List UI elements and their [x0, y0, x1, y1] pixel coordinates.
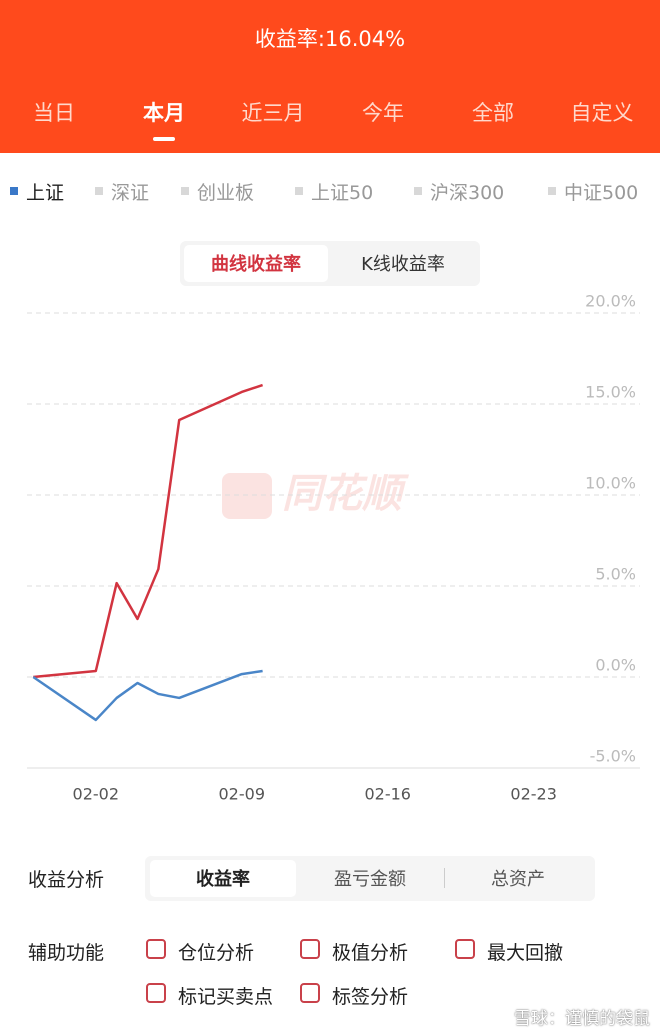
toggle-option[interactable]: 曲线收益率	[211, 254, 301, 275]
y-tick-label: 5.0%	[595, 565, 636, 584]
index-option[interactable]: 创业板	[197, 182, 255, 204]
checkbox-label[interactable]: 极值分析	[332, 942, 409, 964]
index-option[interactable]: 深证	[111, 182, 150, 204]
y-tick-label: 15.0%	[585, 383, 636, 402]
index-option[interactable]: 中证500	[564, 182, 639, 204]
index-marker	[10, 187, 18, 195]
x-tick-label: 02-09	[219, 785, 266, 804]
assist-label: 辅助功能	[28, 942, 105, 964]
y-tick-label: 0.0%	[595, 656, 636, 675]
x-tick-label: 02-23	[510, 785, 557, 804]
x-tick-label: 02-16	[364, 785, 411, 804]
index-marker	[95, 187, 103, 195]
tab[interactable]: 当日	[33, 101, 75, 125]
checkbox[interactable]	[146, 983, 166, 1003]
header-title: 收益率:16.04%	[254, 27, 406, 51]
checkbox-label[interactable]: 标记买卖点	[178, 986, 274, 1008]
checkbox[interactable]	[300, 983, 320, 1003]
analysis-active	[150, 860, 296, 897]
line-series	[32, 669, 263, 722]
tab[interactable]: 本月	[143, 101, 185, 125]
index-option[interactable]: 沪深300	[430, 182, 505, 204]
y-tick-label: 20.0%	[585, 292, 636, 311]
checkbox[interactable]	[146, 939, 166, 959]
watermark-logo	[222, 473, 272, 519]
checkbox-label[interactable]: 标签分析	[332, 986, 409, 1008]
header	[0, 0, 660, 153]
analysis-label: 收益分析	[28, 869, 105, 891]
separator	[444, 868, 445, 888]
y-tick-label: 10.0%	[585, 474, 636, 493]
index-marker	[548, 187, 556, 195]
watermark: 同花顺	[282, 471, 409, 517]
analysis-option[interactable]: 总资产	[491, 869, 545, 890]
index-marker	[295, 187, 303, 195]
tab[interactable]: 自定义	[570, 101, 634, 125]
index-option[interactable]: 上证	[26, 182, 65, 204]
checkbox[interactable]	[455, 939, 475, 959]
analysis-option[interactable]: 盈亏金额	[334, 869, 406, 890]
checkbox-label[interactable]: 最大回撤	[487, 942, 564, 964]
footer-watermark: 雪球：谨慎的袋鼠	[514, 1009, 650, 1029]
checkbox[interactable]	[300, 939, 320, 959]
chart: 同花顺 -5.0% 0.0% 5.0% 10.0% 15.0% 20.0% 02-02 02-0…	[27, 292, 640, 804]
analysis-option[interactable]: 收益率	[196, 869, 250, 890]
index-marker	[181, 187, 189, 195]
line-series	[33, 383, 264, 679]
toggle-option[interactable]: K线收益率	[361, 254, 445, 275]
y-tick-label: -5.0%	[590, 747, 636, 766]
tab-underline	[153, 137, 175, 141]
tab[interactable]: 今年	[362, 101, 404, 125]
x-tick-label: 02-02	[73, 785, 120, 804]
tab[interactable]: 近三月	[241, 101, 305, 125]
checkbox-label[interactable]: 仓位分析	[178, 942, 255, 964]
index-option[interactable]: 上证50	[311, 182, 374, 204]
toggle-active	[184, 245, 328, 282]
tab[interactable]: 全部	[472, 101, 514, 125]
index-marker	[414, 187, 422, 195]
